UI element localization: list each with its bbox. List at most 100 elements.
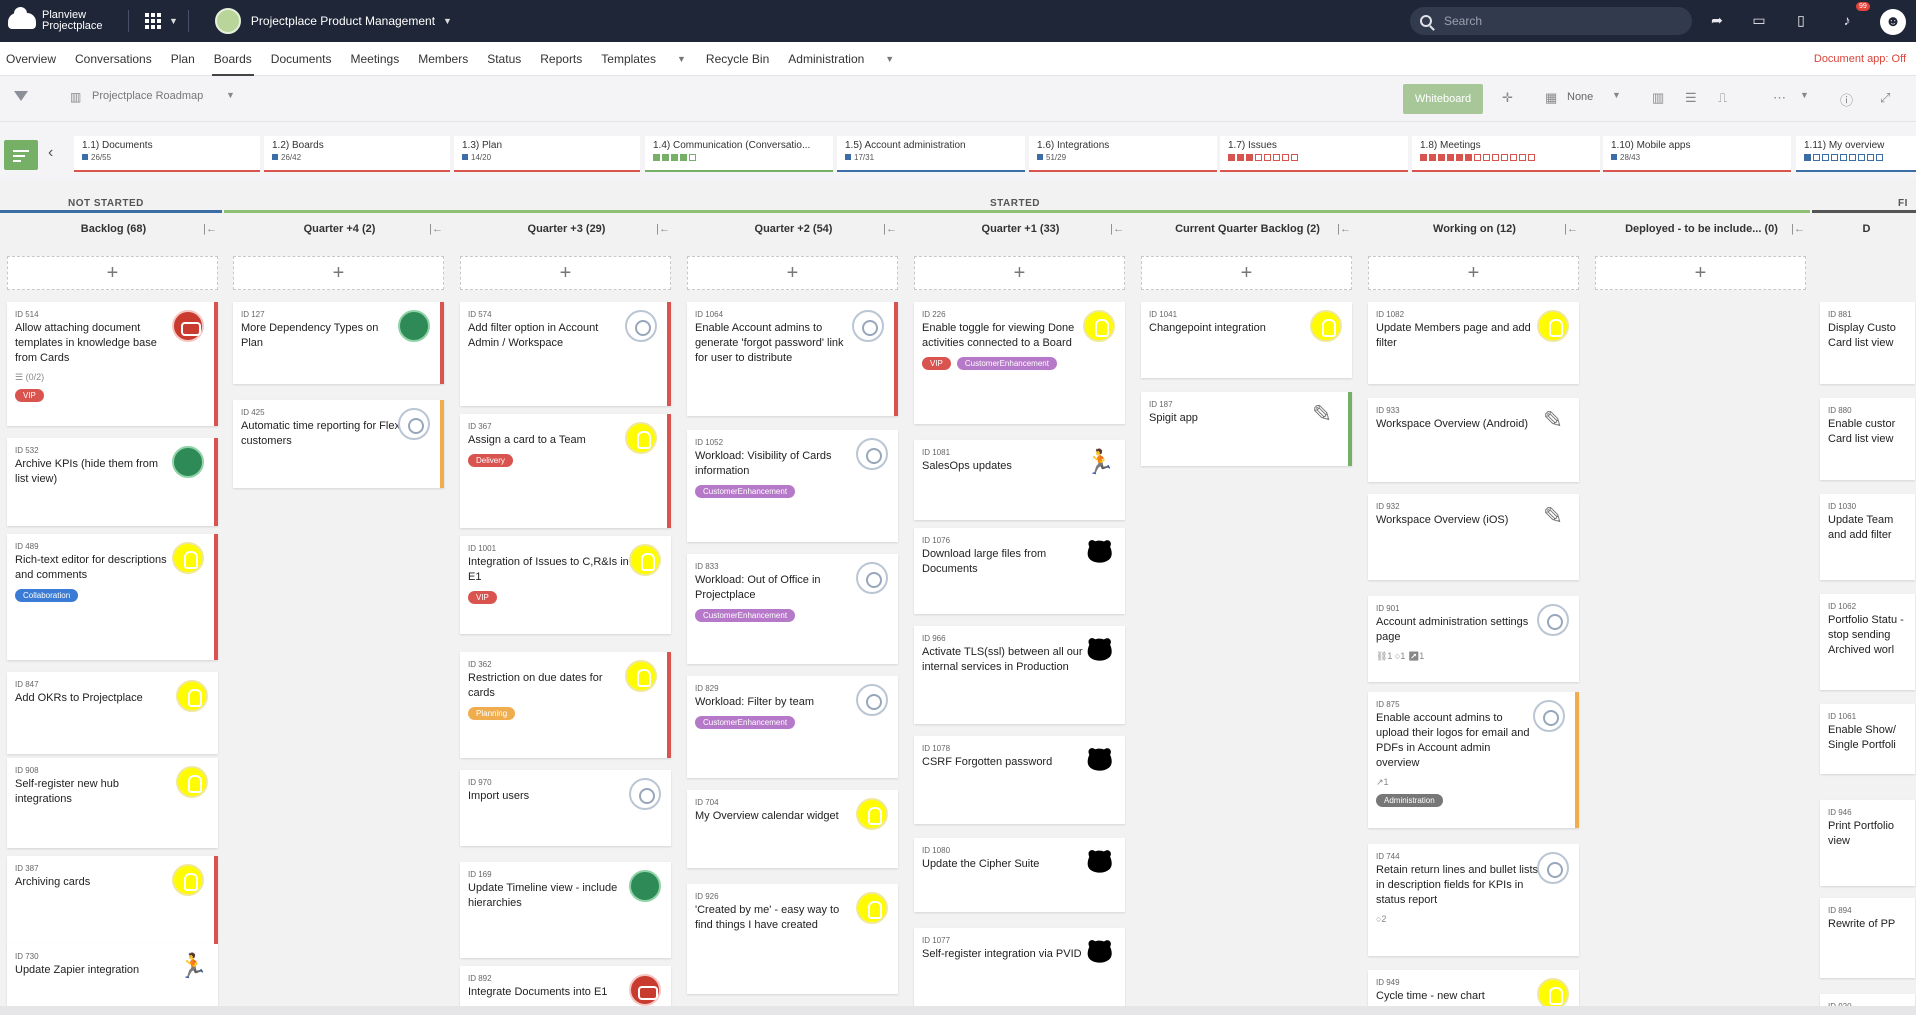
board-selector[interactable]: Projectplace Roadmap <box>92 90 204 102</box>
card[interactable]: ID 932 Workspace Overview (iOS) <box>1368 494 1579 580</box>
apps-grid-icon[interactable] <box>145 13 161 29</box>
column-header[interactable]: Current Quarter Backlog (2) |← <box>1138 214 1357 244</box>
snap-avatar-icon[interactable] <box>172 542 204 574</box>
chart-view-icon[interactable]: ⎍ <box>1718 90 1728 105</box>
help-icon[interactable]: ⓘ <box>1840 93 1854 108</box>
snap-avatar-icon[interactable] <box>856 798 888 830</box>
card[interactable]: ID 833 Workload: Out of Office in Project… <box>687 554 898 664</box>
column-header[interactable]: Quarter +3 (29) |← <box>457 214 676 244</box>
add-card-button[interactable]: + <box>1595 256 1806 290</box>
card[interactable]: ID 926 'Created by me' - easy way to find… <box>687 884 898 994</box>
card[interactable]: ID 1082 Update Members page and add filte… <box>1368 302 1579 384</box>
card[interactable]: ID 1062 Portfolio Statu - stop sending Ar… <box>1820 594 1915 690</box>
snap-avatar-icon[interactable] <box>1083 310 1115 342</box>
milestone-item[interactable]: 1.1) Documents 26/55 <box>74 136 260 172</box>
card[interactable]: ID 1052 Workload: Visibility of Cards inf… <box>687 430 898 542</box>
milestone-item[interactable]: 1.2) Boards 26/42 <box>264 136 450 172</box>
column-header[interactable]: Working on (12) |← <box>1365 214 1584 244</box>
card[interactable]: ID 1078 CSRF Forgotten password <box>914 736 1125 824</box>
collapse-column-icon[interactable]: |← <box>1337 223 1351 235</box>
nav-members[interactable]: Members <box>418 51 469 66</box>
share-icon[interactable]: ➦ <box>1711 12 1723 28</box>
card[interactable]: ID 1030 Update Team and add filter <box>1820 494 1915 580</box>
collapse-column-icon[interactable]: |← <box>1564 223 1578 235</box>
run-avatar-icon[interactable] <box>176 952 208 984</box>
column-header[interactable]: Quarter +4 (2) |← <box>230 214 449 244</box>
column-header[interactable]: Deployed - to be include... (0) |← <box>1592 214 1811 244</box>
book-icon[interactable]: ▯ <box>1797 12 1805 28</box>
bear-avatar-icon[interactable] <box>1083 846 1115 878</box>
add-icon[interactable]: ✛ <box>1502 90 1513 105</box>
card[interactable]: ID 880 Enable custor Card list view <box>1820 398 1915 480</box>
column-header[interactable]: Quarter +2 (54) |← <box>684 214 903 244</box>
card-tag[interactable]: Collaboration <box>15 589 79 602</box>
add-card-button[interactable]: + <box>1368 256 1579 290</box>
gear-avatar-icon[interactable] <box>629 778 661 810</box>
card[interactable]: ID 226 Enable toggle for viewing Done act… <box>914 302 1125 424</box>
card[interactable]: ID 933 Workspace Overview (Android) <box>1368 398 1579 482</box>
card-tag[interactable]: CustomerEnhancement <box>695 485 796 498</box>
bear-avatar-icon[interactable] <box>1083 936 1115 968</box>
card[interactable]: ID 1041 Changepoint integration <box>1141 302 1352 378</box>
milestone-item[interactable]: 1.7) Issues <box>1220 136 1408 172</box>
expand-icon[interactable]: ⤢ <box>1880 90 1891 105</box>
gear-avatar-icon[interactable] <box>398 408 430 440</box>
card[interactable]: ID 894 Rewrite of PP <box>1820 898 1915 978</box>
collapse-column-icon[interactable]: |← <box>429 223 443 235</box>
snap-avatar-icon[interactable] <box>1310 310 1342 342</box>
add-card-button[interactable]: + <box>914 256 1125 290</box>
card[interactable]: ID 744 Retain return lines and bullet lis… <box>1368 844 1579 956</box>
card-tag[interactable]: CustomerEnhancement <box>695 609 796 622</box>
globe-avatar-icon[interactable] <box>398 310 430 342</box>
add-card-button[interactable]: + <box>687 256 898 290</box>
card[interactable]: ID 514 Allow attaching document templates… <box>7 302 218 426</box>
gear-avatar-icon[interactable] <box>856 562 888 594</box>
card[interactable]: ID 532 Archive KPIs (hide them from list … <box>7 438 218 526</box>
list-view-icon[interactable]: ☰ <box>1685 90 1697 105</box>
nav-templates[interactable]: Templates <box>601 51 656 66</box>
card[interactable]: ID 901 Account administration settings pa… <box>1368 596 1579 682</box>
card-tag[interactable]: Delivery <box>468 454 513 467</box>
card[interactable]: ID 1061 Enable Show/ Single Portfoli <box>1820 704 1915 774</box>
card-tag[interactable]: VIP <box>15 389 44 402</box>
card[interactable]: ID 1064 Enable Account admins to generate… <box>687 302 898 416</box>
snap-avatar-icon[interactable] <box>629 544 661 576</box>
more-icon[interactable]: ⋯ <box>1773 90 1786 105</box>
snap-avatar-icon[interactable] <box>625 660 657 692</box>
card[interactable]: ID 187 Spigit app <box>1141 392 1352 466</box>
search-input[interactable]: Search <box>1410 7 1692 35</box>
chevron-down-icon[interactable]: ▼ <box>169 16 178 26</box>
bear-avatar-icon[interactable] <box>1083 744 1115 776</box>
chevron-left-icon[interactable]: ‹ <box>48 144 54 161</box>
card-tag[interactable]: CustomerEnhancement <box>956 357 1057 370</box>
milestone-item[interactable]: 1.3) Plan 14/20 <box>454 136 640 172</box>
nav-meetings[interactable]: Meetings <box>350 51 400 66</box>
whiteboard-button[interactable]: Whiteboard <box>1403 84 1483 114</box>
card[interactable]: ID 1076 Download large files from Documen… <box>914 528 1125 614</box>
collapse-column-icon[interactable]: |← <box>1110 223 1124 235</box>
nav-administration[interactable]: Administration <box>788 51 865 66</box>
card[interactable]: ID 881 Display Custo Card list view <box>1820 302 1915 384</box>
card-tag[interactable]: CustomerEnhancement <box>695 716 796 729</box>
card[interactable]: ID 829 Workload: Filter by team CustomerEn… <box>687 676 898 778</box>
video-icon[interactable]: ▭ <box>1752 12 1766 28</box>
gear-avatar-icon[interactable] <box>1537 604 1569 636</box>
pen-avatar-icon[interactable] <box>1306 400 1338 432</box>
user-avatar[interactable]: ☻ <box>1880 9 1906 35</box>
horizontal-scrollbar[interactable] <box>0 1006 1916 1015</box>
bear-avatar-icon[interactable] <box>1083 634 1115 666</box>
milestone-toggle-button[interactable] <box>4 140 38 170</box>
chevron-down-icon[interactable]: ▼ <box>1612 90 1621 100</box>
document-app-toggle[interactable]: Document app: Off <box>1813 53 1906 65</box>
card[interactable]: ID 127 More Dependency Types on Plan <box>233 302 444 384</box>
chevron-down-icon[interactable]: ▼ <box>885 53 895 64</box>
card[interactable]: ID 1080 Update the Cipher Suite <box>914 838 1125 912</box>
card[interactable]: ID 362 Restriction on due dates for cards… <box>460 652 671 758</box>
card[interactable]: ID 970 Import users <box>460 770 671 846</box>
collapse-column-icon[interactable]: |← <box>883 223 897 235</box>
card[interactable]: ID 1001 Integration of Issues to C,R&Is i… <box>460 536 671 634</box>
globe-avatar-icon[interactable] <box>172 446 204 478</box>
snap-avatar-icon[interactable] <box>176 680 208 712</box>
collapse-column-icon[interactable]: |← <box>656 223 670 235</box>
nav-recycle-bin[interactable]: Recycle Bin <box>705 51 770 66</box>
